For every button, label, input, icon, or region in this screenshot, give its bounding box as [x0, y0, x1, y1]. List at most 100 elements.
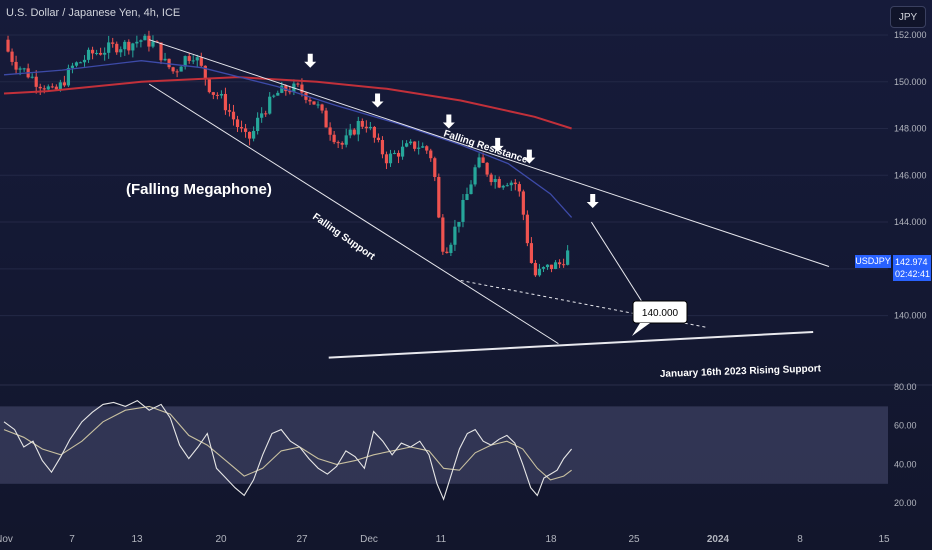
- candle-body: [268, 96, 272, 114]
- candle-body: [477, 157, 481, 168]
- candle-body: [441, 217, 445, 252]
- candle-body: [380, 140, 385, 155]
- rsi-tick-label: 20.00: [894, 498, 917, 508]
- price-tick-label: 140.000: [894, 311, 927, 321]
- candle-body: [247, 131, 252, 139]
- candle-body: [243, 128, 248, 132]
- candle-body: [115, 43, 119, 53]
- candle-body: [505, 185, 509, 187]
- candle-body: [566, 250, 570, 265]
- candle-body: [405, 143, 409, 147]
- candle-body: [469, 184, 473, 195]
- time-tick-label: 2024: [707, 534, 730, 545]
- candle-body: [74, 62, 79, 66]
- candle-body: [123, 41, 127, 50]
- price-tag: 142.974 02:42:41: [893, 255, 931, 281]
- candle-body: [284, 85, 288, 92]
- ticker-tag: USDJPY: [855, 255, 891, 268]
- candle-body: [549, 264, 554, 269]
- candle-body: [139, 40, 143, 42]
- time-tick-label: Dec: [360, 534, 378, 545]
- candle-body: [372, 126, 376, 138]
- candle-body: [127, 41, 131, 51]
- candle-body: [78, 62, 83, 64]
- candle-body: [252, 130, 256, 139]
- candle-body: [62, 82, 66, 86]
- candle-body: [82, 59, 87, 63]
- candle-body: [223, 93, 228, 111]
- time-tick-label: 13: [131, 534, 143, 545]
- candle-body: [360, 120, 364, 127]
- candle-body: [553, 262, 558, 269]
- candle-body: [18, 68, 22, 70]
- candle-body: [187, 56, 191, 61]
- time-axis[interactable]: Nov 7 13 20 27 Dec 11 18 25 2024 8 15: [0, 534, 890, 545]
- rsi-line: [3, 399, 573, 501]
- candle-body: [211, 92, 215, 95]
- candle-body: [396, 152, 401, 157]
- trendline-2[interactable]: [328, 330, 814, 359]
- candle-body: [256, 117, 260, 131]
- trendlines[interactable]: [148, 39, 830, 359]
- candle-body: [272, 95, 276, 97]
- candle-body: [199, 57, 203, 66]
- price-tick-label: 152.000: [894, 30, 927, 40]
- candle-body: [356, 120, 360, 135]
- candle-body: [276, 92, 280, 96]
- candle-body: [501, 185, 505, 188]
- candle-body: [215, 94, 219, 96]
- candle-body: [50, 86, 54, 88]
- candle-body: [207, 79, 211, 93]
- candle-body: [413, 141, 417, 149]
- trendline-1[interactable]: [148, 83, 559, 345]
- time-tick-label: 18: [545, 534, 557, 545]
- candle-body: [175, 71, 179, 73]
- candle-body: [445, 251, 449, 253]
- candle-body: [529, 243, 534, 263]
- candle-body: [179, 66, 183, 72]
- candles: [6, 30, 570, 277]
- target-box: [632, 300, 688, 324]
- rsi-ma-line: [3, 405, 572, 481]
- trendline-4[interactable]: [590, 221, 652, 316]
- current-price: 142.974: [895, 257, 928, 267]
- candle-body: [328, 127, 332, 135]
- candle-body: [368, 126, 372, 129]
- down-arrow-icon: [304, 53, 317, 68]
- candle-body: [537, 268, 542, 276]
- candle-body: [517, 184, 521, 192]
- candle-body: [557, 262, 562, 265]
- candle-body: [332, 134, 336, 143]
- candle-body: [481, 157, 485, 163]
- candle-body: [103, 52, 107, 55]
- candle-body: [107, 42, 111, 53]
- rsi-axis[interactable]: 80.00 60.00 40.00 20.00: [894, 382, 917, 508]
- time-tick-label: 8: [797, 534, 803, 545]
- time-tick-label: 7: [69, 534, 75, 545]
- currency-button[interactable]: JPY: [890, 6, 926, 28]
- candle-body: [513, 182, 517, 185]
- candle-body: [541, 267, 546, 269]
- candle-body: [533, 262, 538, 276]
- candle-body: [54, 86, 58, 90]
- candle-body: [264, 113, 268, 115]
- trendline-0[interactable]: [149, 39, 830, 267]
- candle-body: [340, 142, 344, 145]
- candle-body: [473, 167, 477, 185]
- candle-body: [437, 176, 441, 218]
- candle-body: [135, 41, 139, 44]
- price-tick-label: 148.000: [894, 124, 927, 134]
- rsi-tick-label: 40.00: [894, 459, 917, 469]
- candle-body: [34, 76, 38, 87]
- candle-body: [324, 110, 328, 128]
- candle-body: [489, 174, 493, 183]
- candle-body: [525, 214, 529, 244]
- candle-body: [352, 129, 356, 135]
- candle-body: [509, 182, 513, 186]
- candle-body: [449, 244, 453, 253]
- candle-body: [392, 152, 397, 154]
- rsi-tick-label: 80.00: [894, 382, 917, 392]
- candle-body: [300, 84, 304, 93]
- target-pointer: [632, 323, 650, 336]
